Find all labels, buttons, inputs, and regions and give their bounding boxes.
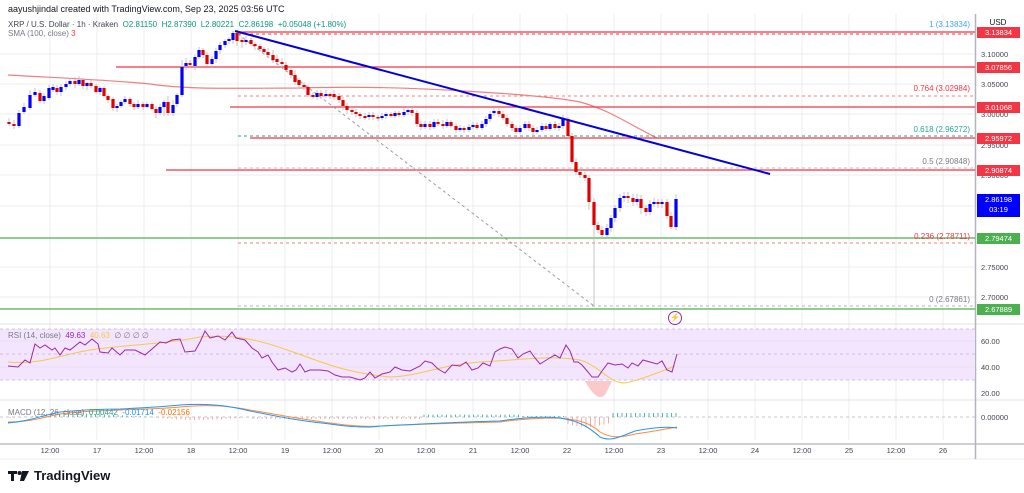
rsi-value: 49.63 [65,331,86,340]
svg-text:2.95000: 2.95000 [981,141,1008,150]
time-tick: 12:00 [604,446,624,455]
svg-text:3.10000: 3.10000 [981,50,1008,59]
sma-label: SMA (100, close) [8,29,69,38]
symbol-legend[interactable]: XRP / U.S. Dollar · 1h · Kraken O2.81150… [8,20,346,29]
macd-hist-value: 0.00442 [88,408,118,417]
lightning-event-icon[interactable]: ⚡ [668,311,682,325]
time-tick: 12:00 [886,446,906,455]
time-tick: 20 [374,446,384,455]
rsi-line [7,330,678,381]
rsi-ma-value: 40.63 [89,331,110,340]
ohlc-low: L2.80221 [200,20,235,29]
resistance-lines [116,31,975,171]
fib-label-1: 1 (3.13834) [929,20,970,29]
support-lines [0,237,975,310]
price-tag-support-1: 2.79474 [977,233,1020,244]
macd-value: -0.01714 [122,408,154,417]
time-tick: 12:00 [228,446,248,455]
macd-signal-value: -0.02156 [158,408,190,417]
time-tick: 19 [280,446,290,455]
candle-countdown: 03:19 [989,205,1008,214]
time-tick: 26 [938,446,948,455]
price-tag-resistance-2: 3.07856 [977,62,1020,73]
chart-credit: aayushjindal created with TradingView.co… [8,4,285,14]
macd-label: MACD (12, 26, close) [8,408,85,417]
rsi-band [0,329,975,380]
svg-text:3.05000: 3.05000 [981,80,1008,89]
price-tag-support-2: 2.67889 [977,304,1020,315]
sma-100-line [7,74,658,139]
price-tag-resistance-3: 3.01068 [977,102,1020,113]
tradingview-logo-icon [8,470,29,481]
svg-text:60.00: 60.00 [981,337,1000,346]
horizontal-gridlines [0,53,975,298]
fib-label-0764: 0.764 (3.02984) [913,84,971,93]
currency-button[interactable]: USD [978,16,1018,30]
macd-histogram [9,413,677,427]
price-change: +0.05048 (+1.80%) [277,20,347,29]
fib-label-05: 0.5 (2.90848) [922,157,970,166]
ohlc-close: C2.86198 [238,20,274,29]
time-tick: 25 [844,446,854,455]
price-tag-resistance-4: 2.95972 [977,133,1020,144]
rsi-extra-values: ∅ ∅ ∅ ∅ [114,331,149,340]
time-tick: 23 [656,446,666,455]
rsi-ma-line [7,335,676,384]
svg-text:40.00: 40.00 [981,363,1000,372]
ohlc-high: H2.87390 [161,20,197,29]
macd-signal-line [7,405,678,438]
macd-legend[interactable]: MACD (12, 26, close) 0.00442 -0.01714 -0… [8,408,190,417]
sma-value: 3 [71,29,76,38]
rsi-label: RSI (14, close) [8,331,61,340]
tradingview-logo[interactable]: TradingView [8,468,110,483]
price-tag-resistance-5: 2.90874 [977,165,1020,176]
macd-line [7,403,678,440]
ohlc-open: O2.81150 [122,20,158,29]
bearish-trend-line[interactable] [234,30,771,175]
svg-text:3.00000: 3.00000 [981,110,1008,119]
symbol-name[interactable]: XRP / U.S. Dollar · 1h · Kraken [8,20,119,29]
time-tick: 24 [750,446,760,455]
time-tick: 17 [92,446,102,455]
time-tick: 12:00 [322,446,342,455]
sma-legend[interactable]: SMA (100, close) 3 [8,29,76,38]
svg-text:2.75000: 2.75000 [981,263,1008,272]
candlesticks [7,30,678,306]
time-tick: 12:00 [698,446,718,455]
time-tick: 12:00 [510,446,530,455]
fib-lines [237,33,975,307]
time-tick: 18 [186,446,196,455]
time-tick: 12:00 [792,446,812,455]
time-tick: 12:00 [40,446,60,455]
fib-label-0: 0 (2.67861) [929,295,970,304]
time-tick: 22 [562,446,572,455]
brand-name: TradingView [34,468,111,483]
fib-label-0236: 0.236 (2.78711) [914,232,970,241]
current-price-tag: 2.86198 03:19 [977,194,1020,217]
fib-label-0618: 0.618 (2.96272) [913,125,971,134]
time-tick: 21 [468,446,478,455]
price-tag-resistance-1: 3.13834 [977,27,1020,38]
svg-text:2.70000: 2.70000 [981,293,1008,302]
time-tick: 12:00 [134,446,154,455]
time-tick: 12:00 [416,446,436,455]
rsi-legend[interactable]: RSI (14, close) 49.63 40.63 ∅ ∅ ∅ ∅ [8,331,149,340]
svg-text:0.00000: 0.00000 [981,413,1008,422]
current-price: 2.86198 [984,195,1013,204]
svg-text:20.00: 20.00 [981,389,1000,398]
